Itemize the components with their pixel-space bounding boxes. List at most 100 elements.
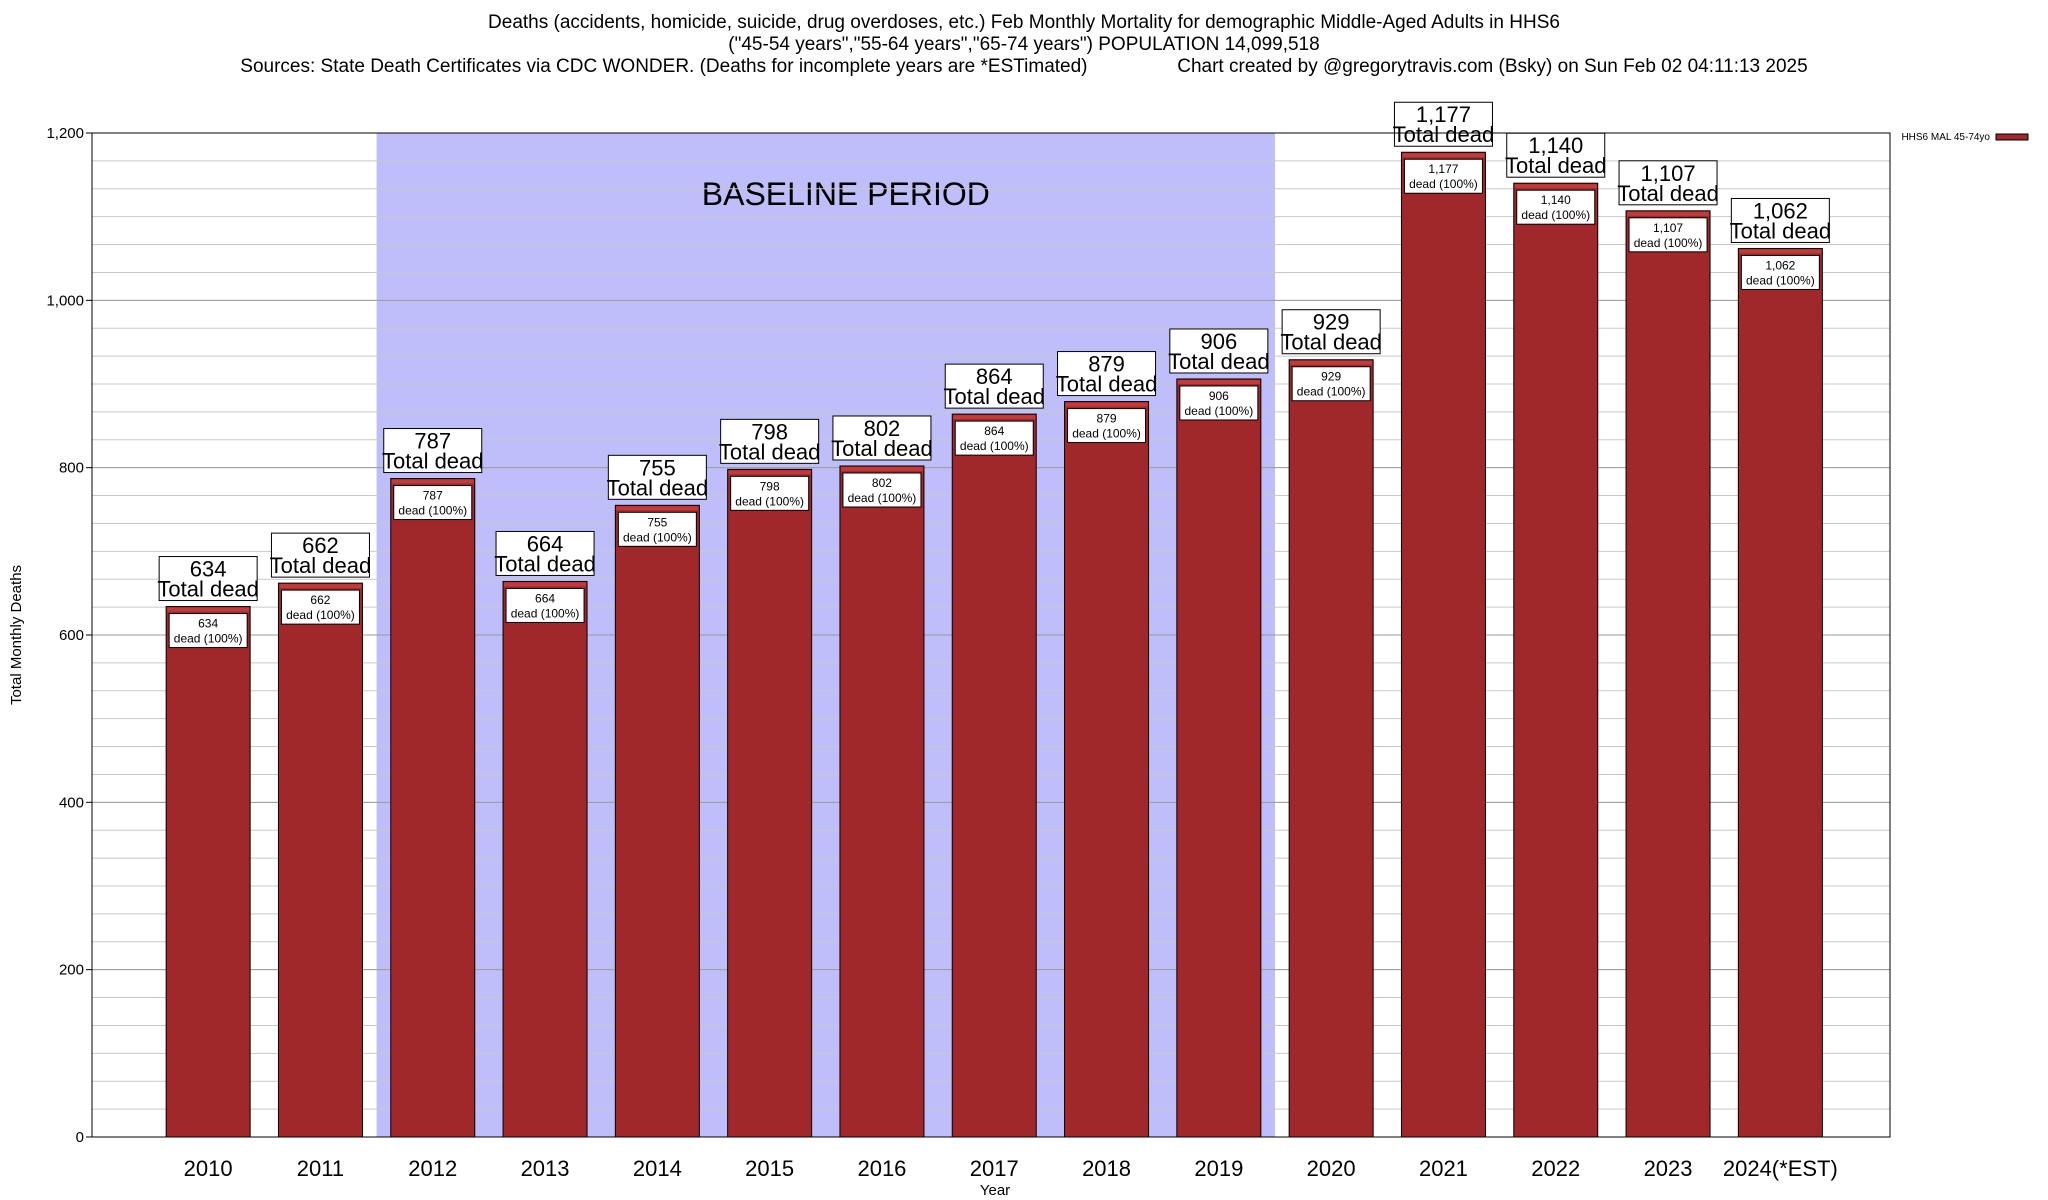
chart-title-line1: Deaths (accidents, homicide, suicide, dr… bbox=[488, 12, 1560, 33]
inner-percent-label: dead (100%) bbox=[1184, 404, 1253, 418]
total-value-label: 787 bbox=[414, 429, 451, 454]
total-dead-label: Total dead bbox=[1617, 181, 1719, 206]
x-tick-label: 2017 bbox=[970, 1156, 1019, 1181]
x-tick-label: 2021 bbox=[1419, 1156, 1468, 1181]
bar bbox=[1400, 151, 1486, 1138]
inner-label-box bbox=[1516, 189, 1596, 225]
total-label-box bbox=[944, 363, 1044, 409]
inner-label-box bbox=[1740, 254, 1820, 290]
bar bbox=[614, 504, 700, 1138]
total-value-label: 662 bbox=[302, 533, 339, 558]
y-tick-label: 0 bbox=[76, 1129, 84, 1146]
inner-value-label: 906 bbox=[1209, 389, 1229, 403]
bar bbox=[1064, 401, 1150, 1138]
inner-percent-label: dead (100%) bbox=[1634, 236, 1703, 250]
legend-entry-label: HHS6 MAL 45-74yo bbox=[1901, 132, 1990, 143]
total-dead-label: Total dead bbox=[382, 449, 484, 474]
total-dead-label: Total dead bbox=[1505, 153, 1607, 178]
x-tick-label: 2018 bbox=[1082, 1156, 1131, 1181]
total-label-box bbox=[832, 415, 932, 461]
bar-cap bbox=[391, 479, 474, 484]
total-value-label: 1,107 bbox=[1641, 161, 1696, 186]
total-label-box bbox=[607, 454, 707, 500]
y-tick-label: 1,000 bbox=[46, 292, 84, 309]
legend-swatch bbox=[1995, 133, 2029, 141]
bar-cap bbox=[1739, 249, 1822, 254]
bar-cap bbox=[279, 584, 362, 589]
y-tick-label: 800 bbox=[59, 460, 84, 477]
inner-percent-label: dead (100%) bbox=[623, 530, 692, 544]
total-label-box bbox=[495, 530, 595, 576]
x-tick-label: 2012 bbox=[408, 1156, 457, 1181]
inner-value-label: 802 bbox=[872, 476, 892, 490]
total-value-label: 664 bbox=[527, 531, 564, 556]
x-tick-label: 2011 bbox=[297, 1156, 344, 1181]
bar bbox=[390, 478, 476, 1138]
bar-cap bbox=[1065, 402, 1148, 407]
inner-label-box bbox=[954, 420, 1034, 456]
bar bbox=[1288, 359, 1374, 1138]
y-tick-label: 400 bbox=[59, 794, 84, 811]
inner-label-box bbox=[1628, 217, 1708, 253]
bar-cap bbox=[728, 470, 811, 475]
inner-value-label: 1,062 bbox=[1765, 258, 1795, 272]
bar bbox=[1176, 378, 1262, 1138]
total-dead-label: Total dead bbox=[719, 439, 821, 464]
x-tick-label: 2024(*EST) bbox=[1723, 1156, 1838, 1181]
total-value-label: 1,062 bbox=[1753, 198, 1808, 223]
y-axis-label: Total Monthly Deaths bbox=[8, 565, 25, 705]
bar bbox=[1513, 182, 1599, 1138]
inner-percent-label: dead (100%) bbox=[174, 632, 243, 646]
total-dead-label: Total dead bbox=[831, 436, 933, 461]
x-tick-label: 2016 bbox=[857, 1156, 906, 1181]
inner-value-label: 1,107 bbox=[1653, 221, 1683, 235]
total-dead-label: Total dead bbox=[1168, 349, 1270, 374]
inner-value-label: 864 bbox=[984, 424, 1004, 438]
total-value-label: 864 bbox=[976, 364, 1013, 389]
x-tick-label: 2015 bbox=[745, 1156, 794, 1181]
y-tick-label: 600 bbox=[59, 627, 84, 644]
inner-value-label: 1,177 bbox=[1428, 162, 1458, 176]
chart-title-line2: ("45-54 years","55-64 years","65-74 year… bbox=[728, 34, 1320, 55]
x-tick-label: 2022 bbox=[1531, 1156, 1580, 1181]
total-label-box bbox=[1057, 351, 1157, 397]
inner-value-label: 662 bbox=[310, 593, 330, 607]
total-label-box bbox=[1730, 197, 1830, 243]
chart-sources: Sources: State Death Certificates via CD… bbox=[240, 56, 1088, 77]
y-tick-label: 1,200 bbox=[46, 125, 84, 142]
bar-cap bbox=[167, 607, 250, 612]
inner-value-label: 664 bbox=[535, 591, 555, 605]
total-dead-label: Total dead bbox=[1056, 372, 1158, 397]
x-tick-label: 2023 bbox=[1644, 1156, 1693, 1181]
inner-percent-label: dead (100%) bbox=[1072, 427, 1141, 441]
bar bbox=[165, 606, 251, 1138]
x-tick-label: 2014 bbox=[633, 1156, 682, 1181]
inner-percent-label: dead (100%) bbox=[1409, 177, 1478, 191]
total-dead-label: Total dead bbox=[157, 577, 259, 602]
total-label-box bbox=[270, 532, 370, 578]
total-dead-label: Total dead bbox=[1280, 330, 1382, 355]
inner-value-label: 1,140 bbox=[1541, 193, 1571, 207]
inner-percent-label: dead (100%) bbox=[511, 606, 580, 620]
chart-title-line3: Sources: State Death Certificates via CD… bbox=[0, 56, 2048, 78]
inner-percent-label: dead (100%) bbox=[960, 439, 1029, 453]
inner-label-box bbox=[1067, 408, 1147, 444]
total-dead-label: Total dead bbox=[1393, 122, 1495, 147]
total-value-label: 802 bbox=[864, 416, 901, 441]
bar bbox=[727, 468, 813, 1138]
inner-label-box bbox=[730, 475, 810, 511]
y-tick-label: 200 bbox=[59, 962, 84, 979]
inner-percent-label: dead (100%) bbox=[848, 491, 917, 505]
bar bbox=[502, 580, 588, 1138]
inner-percent-label: dead (100%) bbox=[735, 494, 804, 508]
inner-value-label: 929 bbox=[1321, 370, 1341, 384]
inner-value-label: 634 bbox=[198, 617, 218, 631]
total-value-label: 906 bbox=[1200, 329, 1237, 354]
inner-value-label: 879 bbox=[1097, 412, 1117, 426]
x-tick-label: 2020 bbox=[1307, 1156, 1356, 1181]
inner-label-box bbox=[505, 587, 585, 623]
bar-cap bbox=[1177, 379, 1260, 384]
total-value-label: 755 bbox=[639, 455, 676, 480]
bar-cap bbox=[1514, 184, 1597, 189]
